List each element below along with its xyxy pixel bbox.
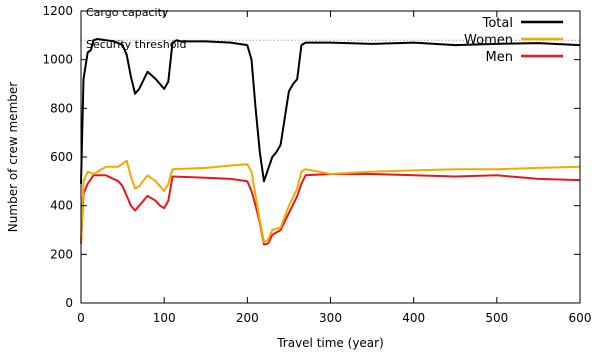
x-tick-label: 0 — [77, 311, 85, 325]
x-tick-label: 200 — [236, 311, 259, 325]
y-tick-label: 400 — [50, 199, 73, 213]
y-tick-label: 200 — [50, 247, 73, 261]
x-tick-label: 300 — [319, 311, 342, 325]
legend-label: Total — [482, 16, 513, 31]
legend-label: Men — [486, 50, 513, 65]
y-tick-label: 1000 — [42, 53, 73, 67]
y-tick-label: 1200 — [42, 4, 73, 18]
y-tick-label: 0 — [65, 296, 73, 310]
series-line-women — [80, 159, 581, 244]
reference-label: Cargo capacity — [86, 6, 169, 19]
y-tick-label: 800 — [50, 101, 73, 115]
series-line-total — [80, 38, 581, 184]
x-tick-label: 600 — [569, 311, 592, 325]
series-group — [80, 38, 581, 246]
y-tick-label: 600 — [50, 150, 73, 164]
legend: Total Women Men — [464, 16, 563, 65]
x-tick-label: 500 — [485, 311, 508, 325]
x-tick-label: 400 — [402, 311, 425, 325]
x-axis-title: Travel time (year) — [276, 336, 384, 350]
series-line-men — [80, 173, 581, 246]
legend-label: Women — [464, 33, 513, 48]
axis-ticks: 0 100 200 300 400 500 600 0 200 400 600 800 1000 1200 — [42, 4, 591, 325]
y-axis-title: Number of crew member — [6, 82, 20, 232]
x-tick-label: 100 — [153, 311, 176, 325]
